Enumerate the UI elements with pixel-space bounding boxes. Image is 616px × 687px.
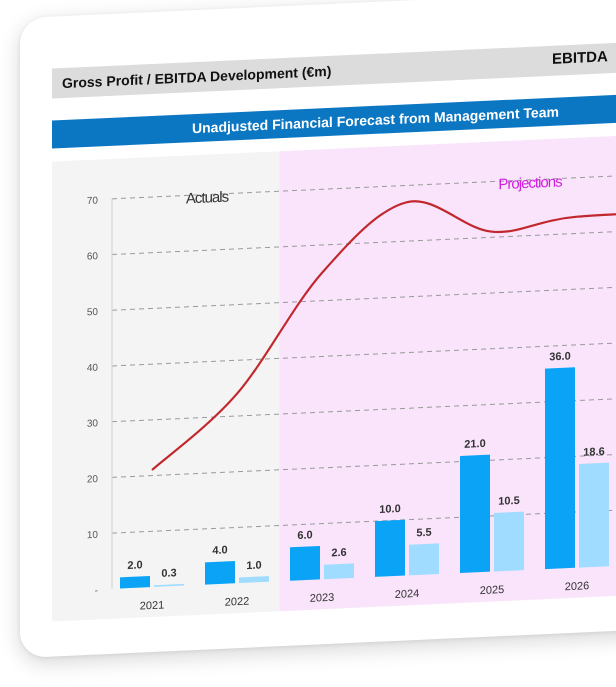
gridline	[112, 225, 616, 256]
y-tick-label: 50	[87, 307, 99, 319]
ebitda-bar	[154, 583, 184, 587]
gross-profit-value-label: 6.0	[297, 529, 312, 542]
gridline	[112, 504, 616, 534]
gross-profit-bar	[120, 575, 150, 589]
ebitda-value-label: 5.5	[416, 527, 431, 540]
chart-subtitle: Unadjusted Financial Forecast from Manag…	[192, 103, 559, 137]
gross-profit-bar	[545, 367, 575, 570]
gross-profit-bar	[375, 519, 405, 577]
actuals-region	[52, 151, 280, 622]
ebitda-value-label: 10.5	[498, 495, 519, 508]
y-tick-label: 20	[87, 474, 99, 486]
gross-profit-value-label: 10.0	[379, 503, 400, 516]
ebitda-value-label: 1.0	[246, 559, 261, 572]
gridline	[112, 448, 616, 478]
gross-profit-value-label: 21.0	[464, 438, 485, 451]
chart-card: Gross Profit / EBITDA Development (€m) E…	[20, 0, 616, 658]
ebitda-value-label: 0.3	[161, 567, 176, 580]
gross-profit-bar	[460, 454, 490, 574]
panel-right-label: EBITDA	[552, 48, 608, 68]
panel-title: Gross Profit / EBITDA Development (€m)	[62, 62, 332, 92]
y-tick-label: 40	[87, 363, 99, 375]
gridline	[112, 170, 616, 200]
y-tick-label: -	[95, 585, 98, 596]
x-tick-label: 2026	[565, 580, 589, 593]
projections-region	[279, 130, 616, 612]
gross-profit-value-label: 4.0	[212, 544, 227, 557]
chart-plot: - 10 20 30 40 50 60 70 Actuals Projections 2.0 0.3 2…	[52, 130, 616, 622]
gross-profit-value-label: 2.0	[127, 559, 142, 572]
gridline	[112, 337, 616, 367]
ebitda-bar	[324, 563, 354, 580]
gross-profit-bar	[205, 560, 235, 585]
y-tick-label: 10	[87, 530, 99, 542]
ebitda-bar	[239, 576, 269, 584]
ebitda-value-label: 18.6	[583, 446, 604, 459]
y-tick-label: 30	[87, 418, 99, 430]
x-tick-label: 2021	[140, 599, 164, 612]
x-tick-label: 2025	[480, 584, 504, 597]
trend-line	[151, 200, 616, 471]
ebitda-bar	[409, 543, 439, 576]
x-tick-label: 2022	[225, 596, 249, 609]
ebitda-bar	[579, 462, 609, 568]
actuals-label: Actuals	[186, 189, 229, 208]
x-tick-label: 2023	[310, 592, 334, 605]
gross-profit-value-label: 36.0	[549, 350, 570, 363]
y-tick-label: 70	[87, 195, 99, 207]
projections-label: Projections	[498, 173, 562, 193]
ebitda-value-label: 2.6	[331, 547, 346, 560]
gross-profit-bar	[290, 545, 320, 581]
x-tick-label: 2024	[395, 588, 419, 601]
ebitda-bar	[494, 511, 524, 572]
gridline	[112, 281, 616, 311]
panel-header: Gross Profit / EBITDA Development (€m) E…	[52, 36, 616, 99]
y-tick-label: 60	[87, 251, 99, 263]
